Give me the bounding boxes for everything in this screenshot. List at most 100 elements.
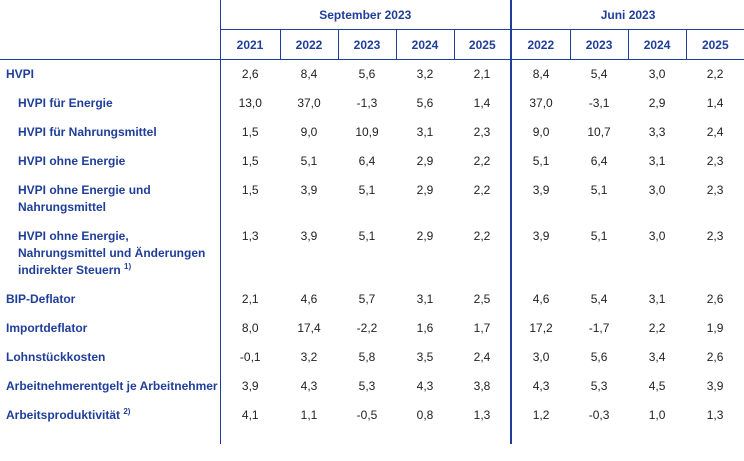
row-label: Arbeitnehmerentgelt je Arbeitnehmer — [0, 372, 221, 401]
value-cell-sep: 5,8 — [358, 350, 376, 364]
row-label: HVPI ohne Energie, Nahrungsmittel und Än… — [0, 222, 221, 285]
value-cell-sep: 5,1 — [358, 183, 376, 197]
header-year-row: 2021 2022 2023 2024 2025 2022 2023 2024 2025 — [0, 29, 744, 60]
year-header-sep: 2024 — [395, 29, 454, 60]
value-cell-jun: 3,1 — [648, 154, 666, 168]
value-cell-jun: 17,2 — [510, 314, 571, 343]
value-cell-jun: 3,9 — [510, 176, 571, 222]
value-cell-sep: 2,6 — [241, 67, 259, 81]
row-label-text: HVPI für Nahrungsmittel — [18, 125, 157, 139]
value-cell-jun: 3,0 — [648, 67, 666, 81]
value-cell-sep: 5,6 — [416, 96, 434, 110]
value-cell-sep: 3,1 — [416, 125, 434, 139]
year-header-jun: 2023 — [569, 29, 629, 60]
value-cell-jun: -0,3 — [588, 408, 610, 422]
value-cell-jun: 5,1 — [590, 229, 608, 243]
value-cell-sep: 2,3 — [473, 125, 491, 139]
value-cell-jun: 3,0 — [648, 229, 666, 243]
value-cell-sep: -1,3 — [356, 96, 378, 110]
value-cell-jun: 2,3 — [706, 183, 724, 197]
row-label-text: Lohnstückkosten — [6, 350, 106, 364]
value-cell-jun: 5,6 — [590, 350, 608, 364]
year-header-sep: 2021 — [219, 29, 280, 60]
value-cell-sep: 5,7 — [358, 292, 376, 306]
value-cell-sep: 5,1 — [358, 229, 376, 243]
value-cell-jun: 2,6 — [706, 350, 724, 364]
row-label: BIP-Deflator — [0, 285, 221, 314]
value-cell-sep: 1,1 — [300, 408, 318, 422]
value-cell-jun: 1,3 — [706, 408, 724, 422]
value-cell-jun: 5,3 — [590, 379, 608, 393]
value-cell-jun: 5,4 — [590, 292, 608, 306]
value-cell-jun: 3,3 — [648, 125, 666, 139]
row-label-text: HVPI für Energie — [18, 96, 113, 110]
value-cell-sep: -0,1 — [239, 350, 261, 364]
value-cell-sep: 1,5 — [241, 125, 259, 139]
value-cell-sep: -2,2 — [356, 321, 378, 335]
value-cell-sep: 1,5 — [241, 154, 259, 168]
row-label-text: HVPI ohne Energie — [18, 154, 126, 168]
table-end-spacer — [0, 430, 744, 444]
header-corner — [0, 29, 221, 60]
year-header-sep: 2022 — [279, 29, 338, 60]
footnote-marker: 2) — [123, 407, 131, 416]
value-cell-sep: 8,4 — [300, 67, 318, 81]
table-row: Arbeitnehmerentgelt je Arbeitnehmer 3,9 4,… — [0, 372, 744, 401]
row-label: Lohnstückkosten — [0, 343, 221, 372]
row-label: HVPI ohne Energie und Nahrungsmittel — [0, 176, 221, 222]
value-cell-jun: 1,0 — [648, 408, 666, 422]
value-cell-jun: 3,4 — [648, 350, 666, 364]
value-cell-jun: 2,6 — [706, 292, 724, 306]
row-label-text: HVPI — [6, 67, 35, 81]
value-cell-jun: 3,1 — [648, 292, 666, 306]
value-cell-jun: 5,1 — [510, 147, 571, 176]
row-label-text: Arbeitsproduktivität — [6, 408, 121, 422]
footnote-marker: 1) — [124, 262, 132, 271]
value-cell-sep: 2,9 — [416, 154, 434, 168]
value-cell-jun: 1,2 — [510, 401, 571, 430]
value-cell-sep: 1,5 — [241, 183, 259, 197]
value-cell-jun: 2,3 — [706, 229, 724, 243]
value-cell-jun: 5,4 — [590, 67, 608, 81]
value-cell-jun: -3,1 — [588, 96, 610, 110]
row-label-text: HVPI ohne Energie, Nahrungsmittel und Än… — [18, 229, 206, 277]
value-cell-jun: 1,4 — [706, 96, 724, 110]
year-header-sep: 2023 — [337, 29, 396, 60]
value-cell-jun: 37,0 — [510, 89, 571, 118]
table-row: Arbeitsproduktivität 2) 4,1 1,1 -0,5 0,8 1,3 1… — [0, 401, 744, 430]
value-cell-sep: -0,5 — [356, 408, 378, 422]
year-header-sep: 2025 — [453, 29, 512, 60]
value-cell-jun: 3,0 — [510, 343, 571, 372]
value-cell-sep: 2,2 — [473, 154, 491, 168]
value-cell-jun: 6,4 — [590, 154, 608, 168]
value-cell-sep: 1,3 — [473, 408, 491, 422]
value-cell-jun: 2,3 — [706, 154, 724, 168]
value-cell-sep: 1,6 — [416, 321, 434, 335]
value-cell-sep: 2,2 — [473, 183, 491, 197]
value-cell-sep: 1,3 — [241, 229, 259, 243]
value-cell-sep: 3,8 — [473, 379, 491, 393]
table-row: HVPI für Nahrungsmittel 1,5 9,0 10,9 3,1 2,3 9… — [0, 118, 744, 147]
value-cell-sep: 2,4 — [473, 350, 491, 364]
table-row: HVPI 2,6 8,4 5,6 3,2 2,1 8,4 5,4 3,0 2,2 — [0, 59, 744, 89]
value-cell-jun: 3,9 — [706, 379, 724, 393]
value-cell-sep: 3,9 — [241, 379, 259, 393]
value-cell-jun: 5,1 — [590, 183, 608, 197]
table-row: HVPI ohne Energie und Nahrungsmittel 1,5 3… — [0, 176, 744, 222]
row-label: Importdeflator — [0, 314, 221, 343]
row-label-text: HVPI ohne Energie und Nahrungsmittel — [18, 183, 151, 214]
value-cell-jun: 3,0 — [648, 183, 666, 197]
value-cell-sep: 3,9 — [300, 229, 318, 243]
value-cell-sep: 4,3 — [300, 379, 318, 393]
value-cell-sep: 1,4 — [473, 96, 491, 110]
year-header-jun: 2024 — [627, 29, 687, 60]
value-cell-sep: 0,8 — [416, 408, 434, 422]
row-label-text: BIP-Deflator — [6, 292, 76, 306]
year-header-jun: 2025 — [685, 29, 744, 60]
value-cell-jun: 2,9 — [648, 96, 666, 110]
header-group-row: September 2023 Juni 2023 — [0, 0, 744, 30]
table-row: HVPI ohne Energie, Nahrungsmittel und Än… — [0, 222, 744, 285]
row-label: HVPI für Nahrungsmittel — [0, 118, 221, 147]
value-cell-jun: 10,7 — [587, 125, 611, 139]
value-cell-jun: 4,3 — [510, 372, 571, 401]
